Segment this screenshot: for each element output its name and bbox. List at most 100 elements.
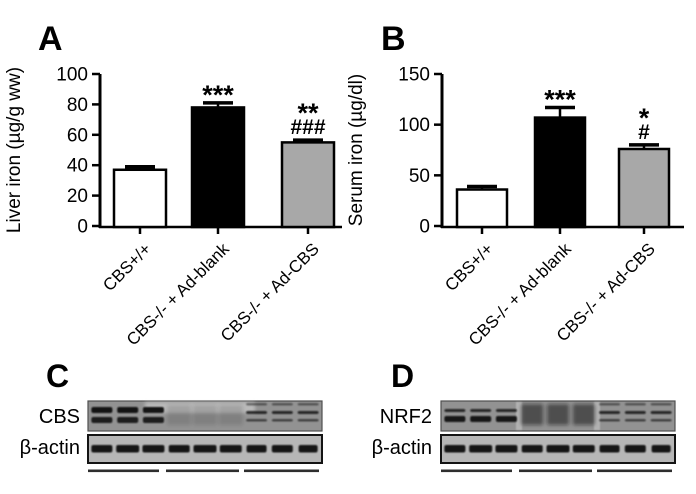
- panel-c-protein-label: CBS: [38, 406, 80, 428]
- protein-band: [650, 411, 672, 414]
- protein-band: [651, 445, 671, 453]
- bar: [455, 188, 509, 229]
- protein-band: [624, 445, 646, 453]
- protein-band: [297, 411, 319, 414]
- protein-band: [298, 445, 318, 453]
- protein-band: [246, 445, 267, 453]
- y-tick-label: 20: [67, 186, 88, 207]
- y-tick-label: 80: [67, 95, 88, 116]
- lane-group-underline: [166, 469, 239, 473]
- protein-band: [599, 403, 621, 406]
- y-axis-label: Liver iron (µg/g ww): [4, 67, 25, 233]
- y-axis-label: Serum iron (µg/dl): [346, 74, 367, 226]
- protein-band: [444, 445, 466, 453]
- panel-c-western-blot: [87, 400, 323, 473]
- panel-d-protein-label: NRF2: [379, 406, 432, 428]
- protein-band: [117, 417, 139, 423]
- lane-gap: [594, 402, 600, 430]
- protein-band: [116, 445, 140, 453]
- panel-c-letter: C: [46, 358, 70, 394]
- protein-band: [650, 419, 672, 422]
- y-tick-label: 60: [67, 125, 88, 146]
- panel-c-actin-label: β-actin: [19, 437, 80, 459]
- significance-marker: ***: [544, 84, 576, 114]
- protein-band: [246, 403, 268, 406]
- protein-band: [91, 417, 113, 423]
- lane-group-underline: [597, 469, 672, 473]
- protein-band: [91, 407, 113, 413]
- protein-band: [599, 411, 621, 414]
- protein-band: [142, 417, 164, 423]
- protein-band: [470, 409, 492, 412]
- x-category-label: CBS-/- + Ad-CBS: [217, 239, 323, 345]
- bar: [533, 116, 587, 229]
- protein-band: [572, 404, 595, 425]
- panel-d-western-blot: [440, 400, 676, 473]
- significance-marker: #: [638, 121, 650, 144]
- protein-band: [297, 403, 319, 406]
- lane-group-underline: [244, 469, 319, 473]
- protein-band: [142, 445, 165, 453]
- protein-band: [599, 419, 621, 422]
- panel-letter: B: [381, 20, 406, 58]
- protein-band: [246, 411, 268, 414]
- protein-band: [599, 445, 620, 453]
- protein-band: [271, 445, 293, 453]
- panel-letter: A: [38, 20, 63, 58]
- significance-marker: ***: [202, 80, 234, 110]
- y-tick-label: 100: [398, 115, 430, 136]
- protein-band: [521, 404, 544, 425]
- protein-band: [297, 419, 319, 422]
- significance-marker: *: [639, 103, 650, 133]
- protein-band: [142, 407, 164, 413]
- protein-band: [495, 416, 517, 422]
- protein-band: [117, 407, 139, 413]
- protein-band: [495, 445, 518, 453]
- protein-band: [271, 411, 293, 414]
- protein-band: [246, 419, 268, 422]
- lane-group-underline: [519, 469, 592, 473]
- protein-band: [650, 403, 672, 406]
- protein-band: [572, 445, 595, 453]
- lane-group-underline: [88, 469, 159, 473]
- y-tick-label: 100: [56, 65, 88, 86]
- bar: [617, 147, 671, 229]
- protein-band: [469, 445, 493, 453]
- protein-band: [444, 416, 466, 422]
- x-category-label: CBS+/+: [441, 239, 497, 295]
- y-tick-label: 150: [398, 65, 430, 86]
- x-category-label: CBS+/+: [99, 239, 155, 295]
- protein-band: [193, 445, 217, 453]
- bar: [280, 141, 336, 229]
- protein-band: [218, 405, 243, 425]
- panel-d-letter: D: [391, 358, 415, 394]
- y-tick-label: 50: [409, 166, 430, 187]
- protein-band: [547, 404, 569, 425]
- protein-band: [624, 419, 646, 422]
- significance-marker: ###: [290, 116, 325, 139]
- y-tick-label: 40: [67, 156, 88, 177]
- bar: [112, 168, 168, 229]
- protein-band: [167, 405, 192, 425]
- protein-band: [444, 409, 466, 412]
- bar: [190, 106, 246, 229]
- lane-gap: [516, 402, 522, 430]
- lane-group-underline: [441, 469, 512, 473]
- bar-chart-panel-A: A Liver iron (µg/g ww) 0 20 40 60 80 100 CBS+/+ C…: [4, 20, 342, 349]
- protein-band: [193, 405, 217, 425]
- y-tick-label: 0: [419, 217, 430, 238]
- protein-band: [271, 403, 293, 406]
- y-tick-label: 0: [77, 217, 88, 238]
- protein-band: [219, 445, 242, 453]
- protein-band: [546, 445, 570, 453]
- protein-band: [470, 416, 492, 422]
- protein-band: [271, 419, 293, 422]
- protein-band: [495, 409, 517, 412]
- protein-band: [521, 445, 543, 453]
- protein-band: [624, 411, 646, 414]
- protein-band: [91, 445, 113, 453]
- protein-band: [624, 403, 646, 406]
